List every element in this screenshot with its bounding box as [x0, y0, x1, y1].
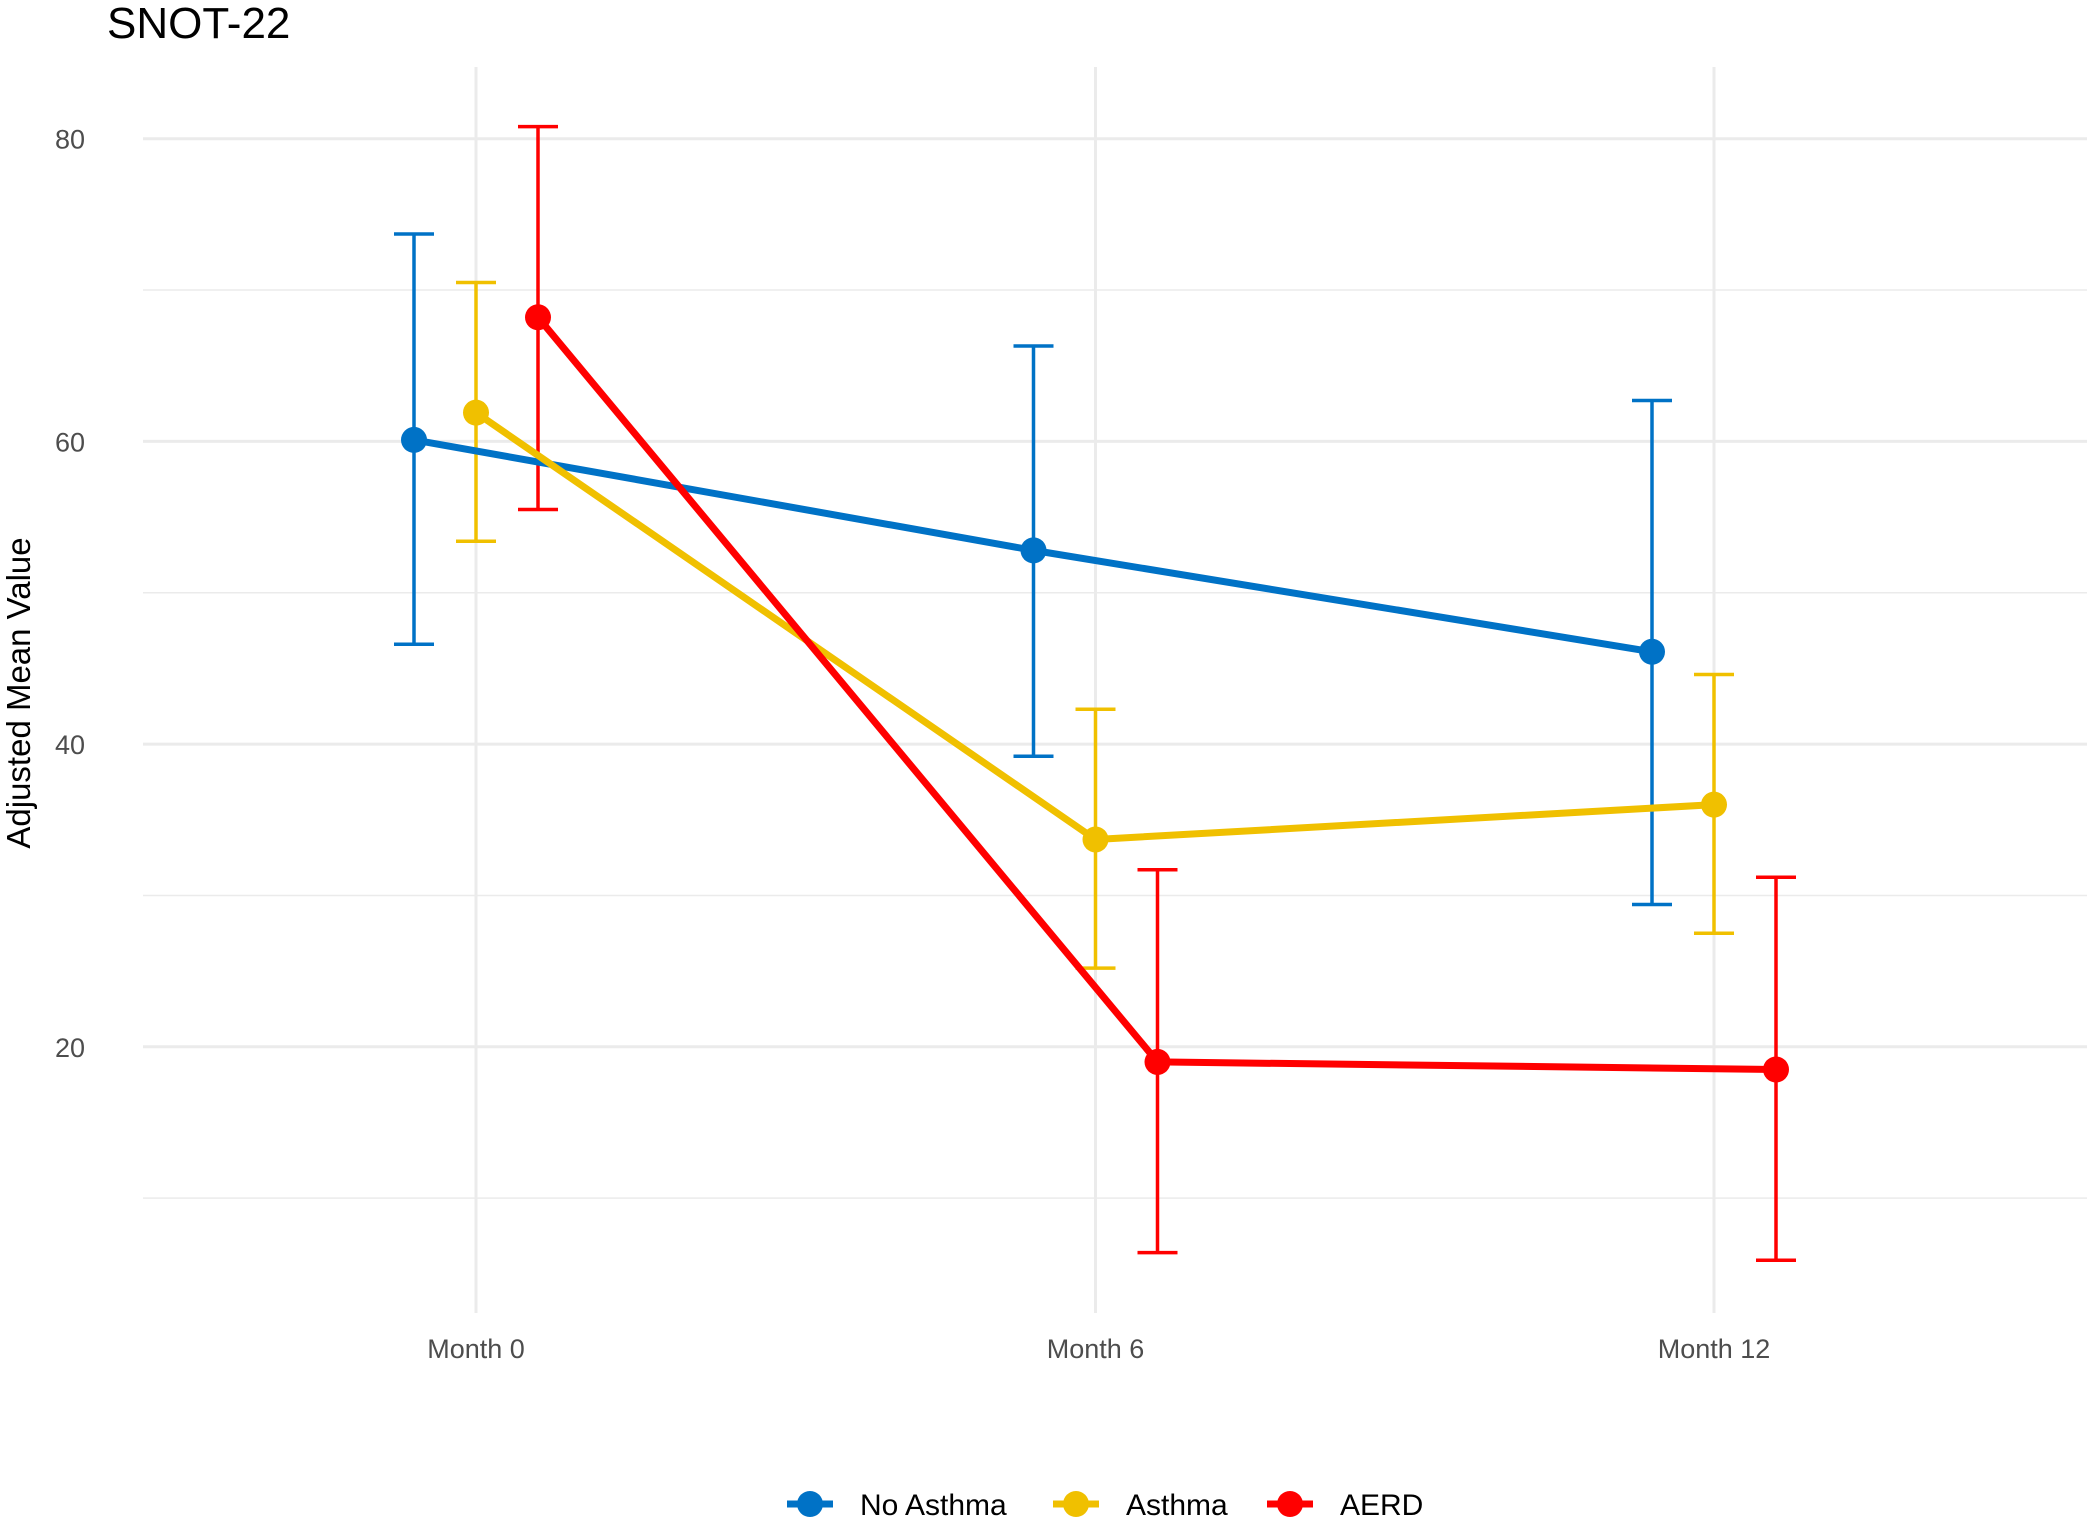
- data-point: [1020, 537, 1047, 564]
- data-point: [1639, 638, 1665, 665]
- y-tick-label: 20: [55, 1033, 85, 1063]
- legend-label: Asthma: [1126, 1489, 1228, 1522]
- series-layer: [394, 124, 1796, 1262]
- data-point: [1082, 826, 1109, 853]
- legend-label: No Asthma: [860, 1489, 1007, 1522]
- data-point: [401, 426, 427, 453]
- y-axis-ticks: 20 40 60 80: [55, 125, 85, 1063]
- legend-key-point: [1277, 1491, 1303, 1517]
- data-point: [1701, 791, 1727, 818]
- x-tick-label: Month 12: [1658, 1334, 1771, 1364]
- x-axis-ticks: Month 0 Month 6 Month 12: [427, 1334, 1770, 1364]
- legend: No Asthma Asthma AERD: [787, 1489, 1423, 1522]
- grid: [143, 67, 2087, 1313]
- legend-key-point: [1063, 1491, 1089, 1517]
- y-tick-label: 40: [55, 730, 85, 760]
- y-tick-label: 60: [55, 427, 85, 457]
- series-aerd: [518, 124, 1796, 1262]
- legend-item: AERD: [1267, 1489, 1423, 1522]
- series-line-aerd: [525, 304, 1789, 1083]
- data-point: [1144, 1048, 1171, 1075]
- data-point: [463, 399, 489, 426]
- y-axis-title: Adjusted Mean Value: [0, 537, 37, 848]
- y-tick-label: 80: [55, 125, 85, 155]
- data-point: [525, 304, 551, 331]
- data-point: [1763, 1056, 1789, 1083]
- series-line-asthma: [463, 399, 1727, 853]
- series-line-no-asthma: [401, 426, 1665, 665]
- legend-key-point: [797, 1491, 823, 1517]
- legend-label: AERD: [1340, 1489, 1423, 1522]
- x-tick-label: Month 0: [427, 1334, 525, 1364]
- series-no-asthma: [394, 232, 1672, 907]
- legend-item: Asthma: [1053, 1489, 1228, 1522]
- x-tick-label: Month 6: [1047, 1334, 1145, 1364]
- legend-item: No Asthma: [787, 1489, 1007, 1522]
- chart-title: SNOT-22: [107, 0, 290, 48]
